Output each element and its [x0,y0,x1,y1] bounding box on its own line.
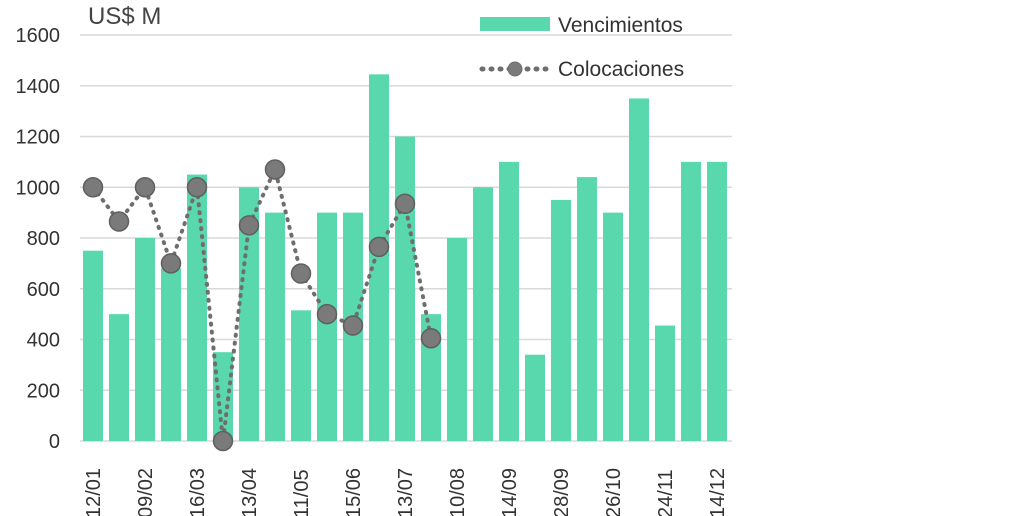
bar [447,238,467,441]
bar [265,212,285,441]
bar [317,212,337,441]
line-point [290,263,312,284]
legend-swatch-vencimientos [480,17,550,31]
y-axis-unit-label: US$ M [88,3,161,30]
bar [681,161,701,441]
y-tick-label: 600 [27,279,60,301]
bars-vencimientos [83,74,727,442]
x-tick-label: 11/05 [291,469,313,516]
bar [499,161,519,441]
bar [291,310,311,441]
legend-swatch-colocaciones-marker [507,61,523,77]
y-tick-label: 800 [27,228,60,250]
line-point [316,303,338,325]
legend: Vencimientos Colocaciones [479,14,684,81]
line-point [394,193,416,214]
bar [473,187,493,441]
line-point [238,215,260,236]
bar [707,161,727,441]
x-tick-label: 24/11 [655,469,677,516]
line-point [160,253,182,274]
bar [525,354,545,441]
bar [395,136,415,441]
bar [187,174,207,441]
series-line [91,163,433,442]
bar [551,199,571,441]
x-tick-label: 09/02 [135,468,157,516]
y-tick-label: 1600 [16,25,61,47]
line-point [212,430,234,452]
bar [655,325,675,441]
x-tick-label: 14/12 [707,468,729,516]
bar [83,250,103,441]
x-tick-label: 13/04 [239,468,261,516]
bar [603,212,623,441]
line-point [134,177,156,198]
x-tick-label: 13/07 [395,468,417,516]
y-tick-label: 1400 [16,76,61,98]
bar [239,187,259,441]
x-tick-label: 12/01 [83,468,105,516]
x-axis-ticks: 12/01 09/02 16/03 13/04 11/05 15/06 13/07 10/08… [83,468,729,516]
legend-label-vencimientos: Vencimientos [558,14,683,37]
bar [213,352,233,441]
x-tick-label: 14/09 [499,468,521,516]
x-tick-label: 10/08 [447,468,469,516]
bar [161,268,181,441]
legend-label-colocaciones: Colocaciones [558,58,684,81]
bar [629,98,649,441]
line-point [186,177,208,198]
x-tick-label: 15/06 [343,468,365,516]
y-tick-label: 0 [49,431,60,453]
y-tick-label: 1000 [16,177,61,199]
line-point [108,211,130,232]
y-tick-label: 400 [27,330,60,352]
y-tick-label: 200 [27,380,60,402]
line-point [82,177,104,198]
y-axis-ticks: 0 200 400 600 800 1000 1200 1400 1600 [16,25,61,453]
bar [577,177,597,441]
line-point [420,327,442,349]
line-point [368,236,390,258]
bar [369,74,389,442]
x-tick-label: 28/09 [551,468,573,516]
line-point [264,159,286,180]
x-tick-label: 16/03 [187,468,209,516]
y-tick-label: 1200 [16,127,61,149]
x-tick-label: 26/10 [603,468,625,516]
line-colocaciones [82,159,442,452]
line-point [342,315,364,336]
bar [109,314,129,441]
bar [135,238,155,441]
